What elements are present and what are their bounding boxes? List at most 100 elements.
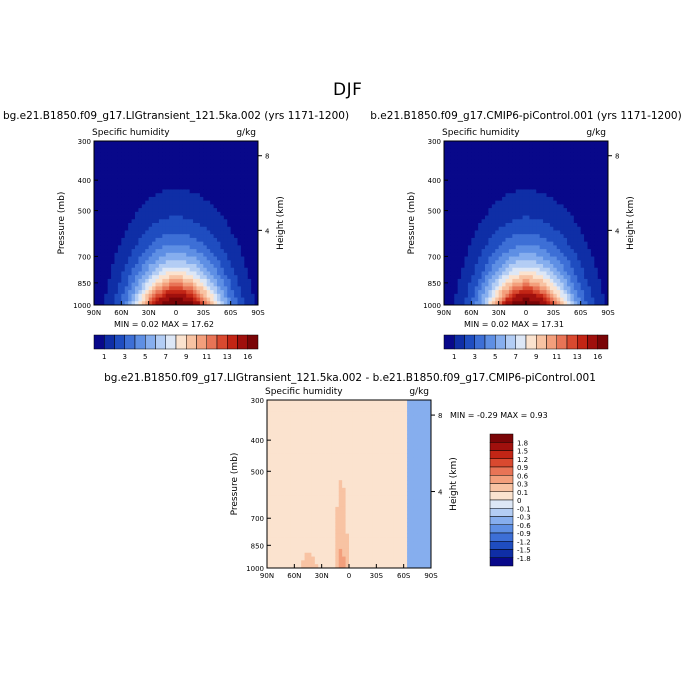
field-cell: [495, 215, 500, 220]
field-cell: [498, 278, 503, 284]
field-cell: [186, 223, 191, 228]
field-cell: [560, 182, 564, 187]
field-cell: [145, 178, 150, 183]
field-cell: [467, 200, 472, 205]
field-cell: [311, 434, 316, 439]
field-cell: [148, 178, 153, 183]
field-cell: [601, 219, 605, 224]
field-cell: [543, 230, 547, 235]
field-cell: [597, 290, 602, 295]
field-cell: [287, 480, 292, 485]
field-cell: [240, 275, 245, 280]
field-cell: [97, 189, 102, 194]
field-cell: [467, 271, 472, 276]
field-cell: [199, 297, 204, 302]
field-cell: [560, 252, 564, 257]
field-cell: [481, 256, 486, 261]
field-cell: [223, 275, 228, 280]
field-cell: [155, 163, 160, 168]
field-cell: [220, 245, 225, 250]
field-cell: [206, 144, 211, 149]
field-cell: [485, 185, 489, 190]
field-cell: [210, 189, 214, 194]
field-cell: [227, 245, 232, 250]
field-cell: [240, 230, 245, 235]
field-cell: [240, 185, 245, 190]
field-cell: [495, 223, 500, 228]
field-cell: [512, 256, 517, 261]
field-cell: [237, 148, 242, 153]
field-cell: [114, 193, 119, 198]
field-cell: [290, 529, 295, 535]
field-cell: [104, 144, 109, 149]
field-cell: [172, 271, 177, 276]
field-cell: [529, 185, 534, 190]
field-cell: [498, 167, 503, 172]
field-cell: [169, 245, 173, 250]
field-cell: [247, 185, 252, 190]
field-cell: [220, 267, 225, 272]
field-cell: [526, 141, 530, 146]
field-cell: [227, 167, 232, 172]
field-cell: [234, 159, 238, 164]
field-cell: [176, 252, 180, 257]
field-cell: [131, 189, 136, 194]
field-cell: [254, 189, 259, 194]
field-cell: [240, 141, 245, 146]
field-cell: [590, 204, 595, 209]
field-cell: [604, 260, 609, 265]
field-cell: [570, 278, 575, 284]
field-cell: [314, 510, 319, 515]
field-cell: [206, 252, 211, 257]
field-cell: [485, 182, 489, 187]
field-cell: [213, 297, 218, 302]
field-cell: [284, 480, 288, 485]
field-cell: [601, 170, 605, 175]
field-cell: [481, 200, 486, 205]
field-cell: [270, 518, 275, 523]
field-cell: [169, 141, 173, 146]
field-cell: [273, 533, 278, 538]
y-tick-label: 850: [428, 280, 441, 288]
field-cell: [100, 241, 105, 246]
field-cell: [270, 514, 275, 519]
field-cell: [464, 252, 469, 257]
field-cell: [100, 271, 105, 276]
field-cell: [580, 200, 585, 205]
field-cell: [450, 237, 455, 243]
field-cell: [273, 545, 278, 550]
field-cell: [536, 155, 541, 161]
field-cell: [457, 301, 462, 306]
field-cell: [100, 200, 105, 205]
field-cell: [94, 196, 98, 202]
field-cell: [131, 185, 136, 190]
field-cell: [529, 234, 534, 239]
field-cell: [287, 457, 292, 462]
field-cell: [457, 170, 462, 175]
field-cell: [467, 293, 472, 298]
field-cell: [444, 155, 448, 161]
field-cell: [186, 193, 191, 198]
field-cell: [189, 185, 194, 190]
field-cell: [308, 461, 312, 466]
field-cell: [526, 215, 530, 220]
field-cell: [478, 152, 482, 157]
field-cell: [227, 264, 232, 269]
field-cell: [186, 241, 191, 246]
field-cell: [543, 256, 547, 261]
field-cell: [97, 230, 102, 235]
field-cell: [97, 200, 102, 205]
field-cell: [124, 170, 129, 175]
field-cell: [148, 286, 153, 291]
field-cell: [508, 223, 513, 228]
field-cell: [481, 215, 486, 220]
field-cell: [196, 293, 201, 298]
field-cell: [505, 141, 510, 146]
field-cell: [223, 245, 228, 250]
field-cell: [450, 208, 455, 213]
field-cell: [270, 476, 275, 481]
field-cell: [196, 200, 201, 205]
field-cell: [251, 178, 255, 183]
field-cell: [529, 174, 534, 179]
field-cell: [244, 301, 249, 306]
